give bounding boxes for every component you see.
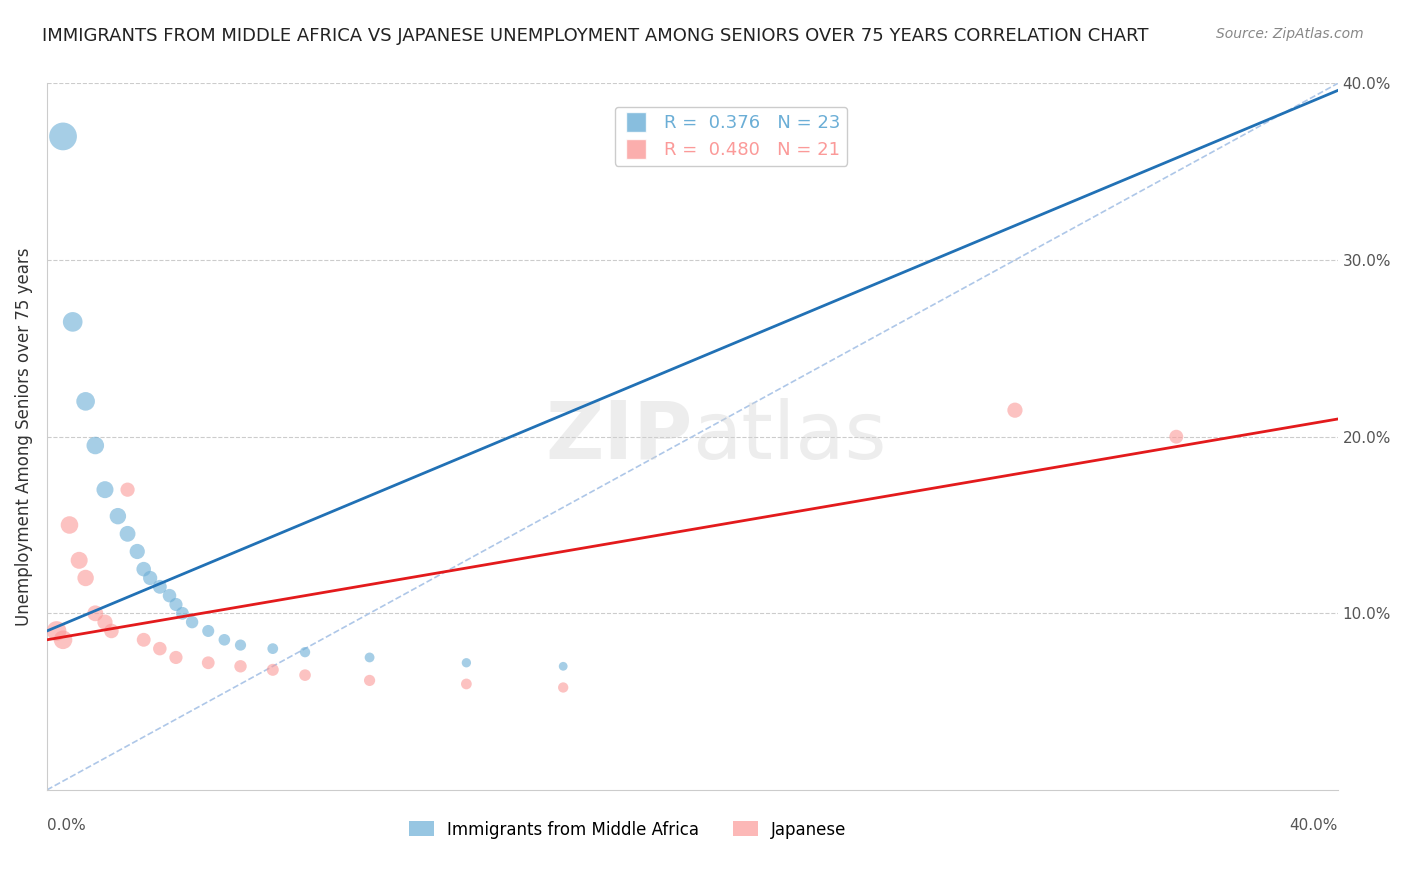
Point — [84, 438, 107, 452]
Point — [107, 509, 129, 524]
Point — [94, 483, 117, 497]
Point — [165, 598, 187, 612]
Point — [553, 681, 575, 695]
Point — [181, 615, 204, 629]
Point — [149, 641, 172, 656]
Point — [229, 638, 252, 652]
Point — [52, 129, 75, 144]
Legend: R =  0.376   N = 23, R =  0.480   N = 21: R = 0.376 N = 23, R = 0.480 N = 21 — [614, 107, 848, 166]
Point — [262, 663, 284, 677]
Point — [294, 668, 316, 682]
Text: atlas: atlas — [692, 398, 887, 475]
Point — [67, 553, 90, 567]
Point — [139, 571, 162, 585]
Point — [1004, 403, 1026, 417]
Y-axis label: Unemployment Among Seniors over 75 years: Unemployment Among Seniors over 75 years — [15, 247, 32, 626]
Point — [262, 641, 284, 656]
Point — [456, 656, 478, 670]
Point — [197, 624, 219, 638]
Point — [229, 659, 252, 673]
Point — [52, 632, 75, 647]
Point — [214, 632, 236, 647]
Point — [62, 315, 84, 329]
Point — [75, 571, 97, 585]
Point — [1166, 430, 1188, 444]
Point — [127, 544, 149, 558]
Point — [165, 650, 187, 665]
Point — [456, 677, 478, 691]
Point — [359, 650, 381, 665]
Text: IMMIGRANTS FROM MIDDLE AFRICA VS JAPANESE UNEMPLOYMENT AMONG SENIORS OVER 75 YEA: IMMIGRANTS FROM MIDDLE AFRICA VS JAPANES… — [42, 27, 1149, 45]
Text: 0.0%: 0.0% — [46, 818, 86, 833]
Text: ZIP: ZIP — [546, 398, 692, 475]
Point — [159, 589, 181, 603]
Point — [359, 673, 381, 688]
Point — [294, 645, 316, 659]
Point — [132, 562, 155, 576]
Point — [84, 607, 107, 621]
Point — [149, 580, 172, 594]
Point — [132, 632, 155, 647]
Point — [197, 656, 219, 670]
Point — [45, 624, 67, 638]
Point — [172, 607, 194, 621]
Point — [117, 526, 139, 541]
Point — [553, 659, 575, 673]
Text: Source: ZipAtlas.com: Source: ZipAtlas.com — [1216, 27, 1364, 41]
Point — [58, 518, 80, 533]
Point — [117, 483, 139, 497]
Text: 40.0%: 40.0% — [1289, 818, 1337, 833]
Point — [94, 615, 117, 629]
Point — [100, 624, 122, 638]
Point — [75, 394, 97, 409]
